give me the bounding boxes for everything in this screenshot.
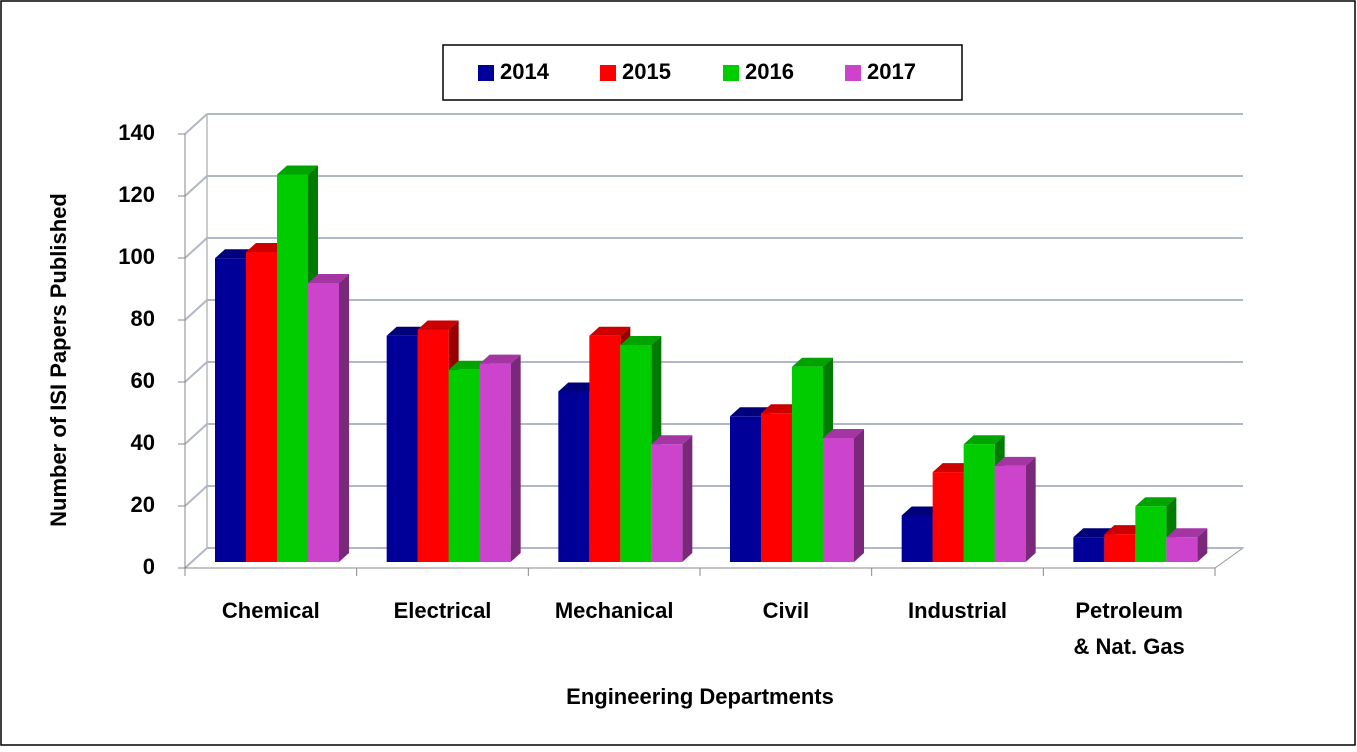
legend-label: 2015 xyxy=(622,59,671,84)
bar xyxy=(932,472,964,562)
y-tick-label: 80 xyxy=(131,306,155,331)
legend-label: 2017 xyxy=(867,59,916,84)
bar-top xyxy=(620,336,662,345)
legend-swatch xyxy=(723,65,739,81)
legend-label: 2014 xyxy=(500,59,550,84)
y-tick-label: 0 xyxy=(143,554,155,579)
y-tick-label: 60 xyxy=(131,368,155,393)
bar-top xyxy=(479,354,521,364)
grid-line-side xyxy=(184,237,208,259)
bar-top xyxy=(308,274,349,283)
bar xyxy=(761,413,792,562)
x-tick-label: Mechanical xyxy=(555,598,674,623)
grid-line-side xyxy=(184,361,208,383)
legend-swatch xyxy=(600,65,616,81)
bar xyxy=(620,345,652,562)
bar-top xyxy=(246,243,287,252)
bar-top xyxy=(932,463,974,473)
bar-top xyxy=(1104,525,1146,535)
bar xyxy=(792,366,823,562)
bar-top xyxy=(963,435,1005,445)
bar xyxy=(589,335,621,562)
bar-side xyxy=(1197,528,1208,562)
y-tick-label: 100 xyxy=(118,244,155,269)
bar xyxy=(1135,506,1167,562)
y-tick-label: 120 xyxy=(118,182,155,207)
bar xyxy=(277,174,308,562)
bar xyxy=(448,369,480,562)
grid-line-side xyxy=(184,299,208,321)
bar-top xyxy=(761,404,802,414)
bar-top xyxy=(417,320,459,330)
bar xyxy=(417,329,449,562)
y-tick-label: 40 xyxy=(131,430,155,455)
grid-line-side xyxy=(184,485,208,507)
bar-side xyxy=(854,429,864,562)
bar-top xyxy=(277,165,318,175)
bar-top xyxy=(1166,528,1208,538)
bar xyxy=(1166,537,1198,562)
bar xyxy=(1073,537,1105,562)
bar-top xyxy=(448,360,490,370)
legend-box xyxy=(442,44,963,101)
bar-top xyxy=(558,382,600,392)
bar-top xyxy=(1073,528,1115,538)
bar-side xyxy=(682,435,693,562)
bar-top xyxy=(651,435,693,445)
legend-swatch xyxy=(478,65,494,81)
bar xyxy=(651,444,683,562)
grid-line-side xyxy=(184,423,208,445)
grid-line-side xyxy=(184,113,208,135)
bar-side xyxy=(1025,456,1036,562)
x-axis-label: Engineering Departments xyxy=(566,684,834,709)
legend-swatch xyxy=(845,65,861,81)
bar xyxy=(730,416,761,562)
x-tick-label: Petroleum & Nat. Gas xyxy=(1074,598,1185,659)
bar xyxy=(1104,534,1136,562)
bar-top xyxy=(1135,497,1177,507)
bar-top xyxy=(589,326,631,336)
bar xyxy=(901,515,933,562)
y-tick-label: 20 xyxy=(131,492,155,517)
grid-line-side xyxy=(184,175,208,197)
bar-top xyxy=(823,429,864,438)
bar xyxy=(558,391,590,562)
bar xyxy=(386,335,418,562)
grid-line-side xyxy=(184,547,208,569)
bar xyxy=(823,438,854,562)
x-tick-label: Civil xyxy=(763,598,809,623)
bar xyxy=(246,252,277,562)
bar-top xyxy=(901,506,943,516)
bar-side xyxy=(510,354,521,562)
bar xyxy=(479,363,511,562)
bar-top xyxy=(215,249,256,259)
y-tick-label: 140 xyxy=(118,120,155,145)
bar-top xyxy=(994,456,1036,466)
bar-side xyxy=(339,274,349,562)
bar-top xyxy=(730,407,771,417)
bar-top xyxy=(386,326,428,336)
x-tick-label: Industrial xyxy=(908,598,1007,623)
bar-top xyxy=(792,357,833,367)
y-axis-label: Number of ISI Papers Published xyxy=(46,193,71,527)
bar xyxy=(308,283,339,562)
x-tick-label: Chemical xyxy=(222,598,320,623)
bar xyxy=(215,258,246,562)
legend-label: 2016 xyxy=(745,59,794,84)
x-tick-label: Electrical xyxy=(394,598,492,623)
bar xyxy=(994,465,1026,562)
bar xyxy=(963,444,995,562)
